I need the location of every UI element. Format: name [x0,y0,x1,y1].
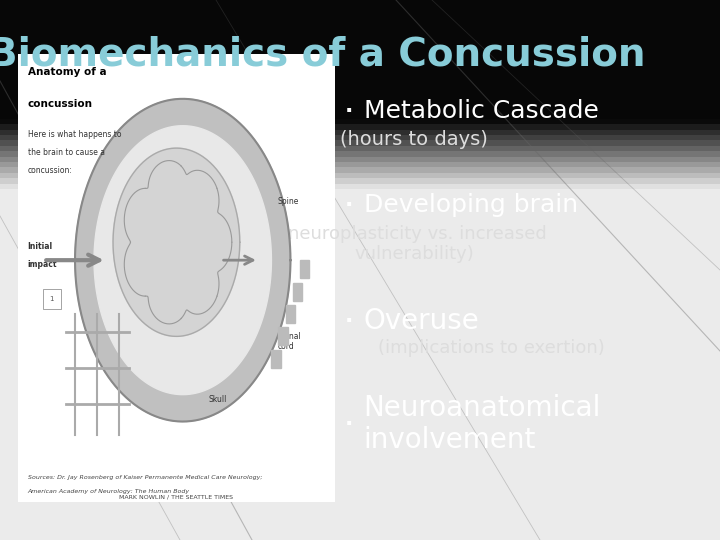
Text: Metabolic Cascade: Metabolic Cascade [364,99,598,123]
Text: Skull: Skull [208,395,227,403]
Text: ·: · [345,311,354,332]
Bar [292,282,302,300]
Text: ·: · [345,195,354,215]
Text: Anatomy of a: Anatomy of a [27,68,106,77]
Text: (hours to days): (hours to days) [340,130,488,149]
Text: Neuroanatomical
involvement: Neuroanatomical involvement [364,394,601,454]
Text: (neuroplasticity vs. increased
vulnerability): (neuroplasticity vs. increased vulnerabi… [281,225,547,264]
Bar [271,350,281,368]
Text: impact: impact [27,260,57,269]
Polygon shape [113,148,240,336]
Text: 1: 1 [50,296,54,302]
Bar [286,305,295,323]
Text: concussion:: concussion: [27,166,73,175]
Text: Spinal
cord: Spinal cord [278,332,302,352]
Bar [279,327,288,346]
Text: Biomechanics of a Concussion: Biomechanics of a Concussion [0,35,646,73]
Text: Initial: Initial [27,242,53,251]
Text: American Academy of Neurology: The Human Body: American Academy of Neurology: The Human… [27,489,189,494]
Text: Overuse: Overuse [364,307,480,335]
Polygon shape [75,99,290,422]
Text: Developing brain: Developing brain [364,193,577,217]
FancyBboxPatch shape [18,54,335,502]
Text: (implications to exertion): (implications to exertion) [378,339,605,357]
Text: the brain to cause a: the brain to cause a [27,148,104,157]
Text: MARK NOWLIN / THE SEATTLE TIMES: MARK NOWLIN / THE SEATTLE TIMES [120,495,233,500]
Text: ·: · [345,414,354,434]
Text: Sources: Dr. Jay Rosenberg of Kaiser Permanente Medical Care Neurology;: Sources: Dr. Jay Rosenberg of Kaiser Per… [27,475,262,480]
Text: ·: · [345,100,354,121]
Bar [300,260,309,278]
Text: Here is what happens to: Here is what happens to [27,130,121,139]
Text: Spine: Spine [278,198,299,206]
Polygon shape [94,126,271,395]
Text: concussion: concussion [27,99,92,109]
